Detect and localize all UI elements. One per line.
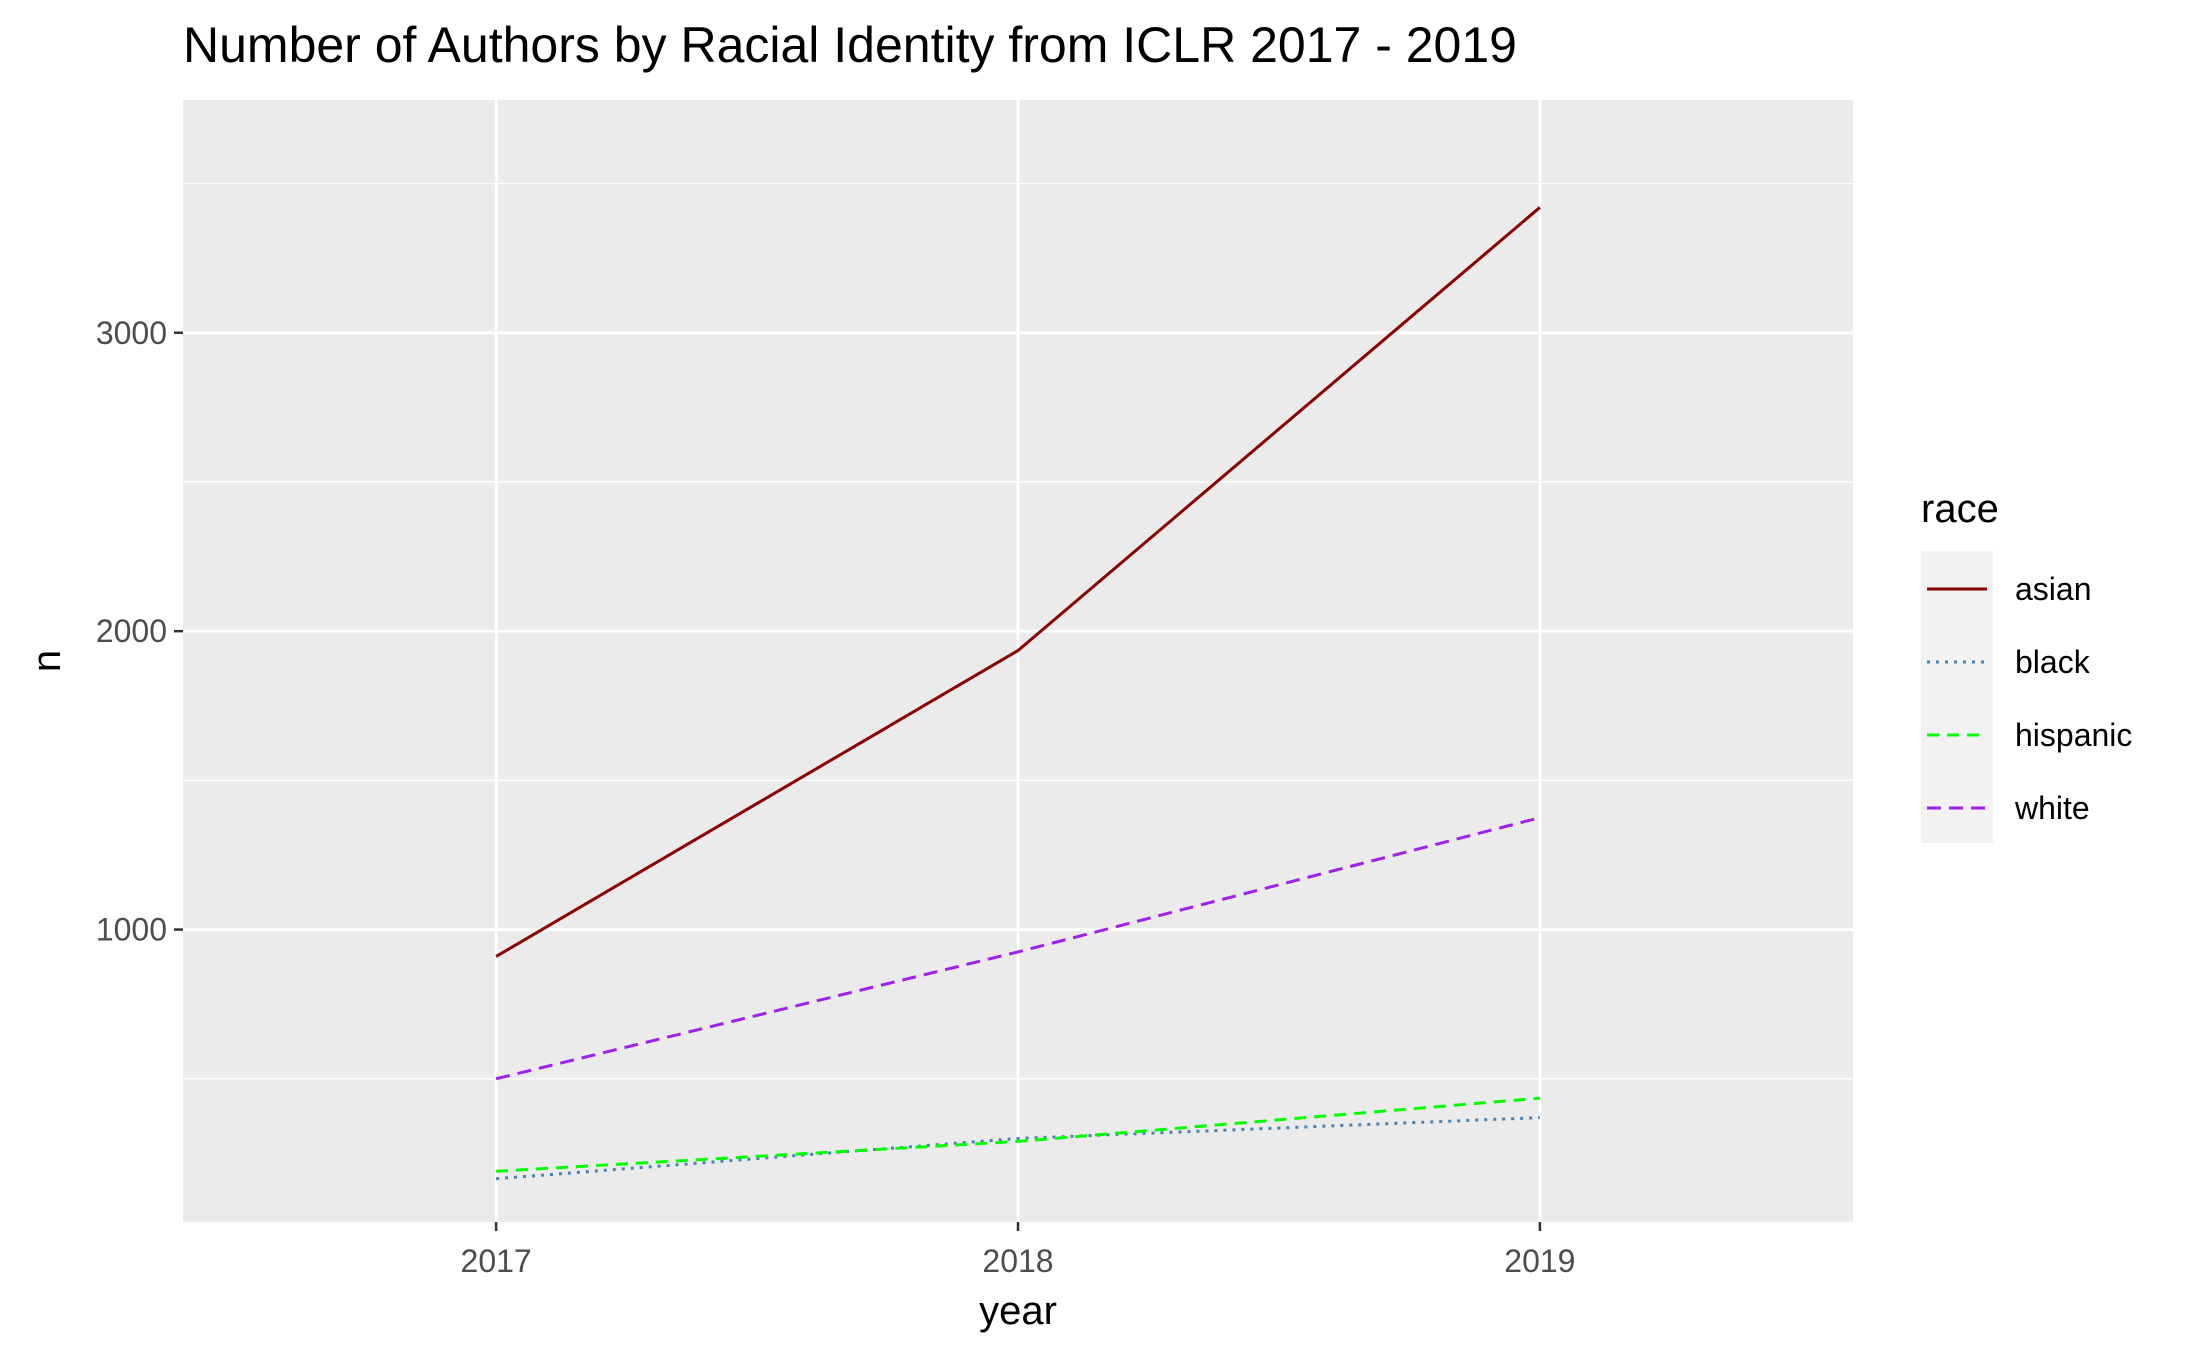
y-axis: 1000 2000 3000 [96,315,183,948]
y-axis-title: n [25,650,69,672]
x-tick-label: 2019 [1504,1243,1575,1279]
x-axis: 2017 2018 2019 [461,1222,1575,1279]
legend-items: asian black hispanic white [1927,571,2132,826]
series-line-hispanic [496,1096,1540,1173]
y-tick-label: 3000 [96,315,167,351]
legend-label-white: white [2014,790,2090,826]
y-tick-label: 1000 [96,912,167,948]
series-line-white [495,816,1541,1081]
legend-label-black: black [2015,644,2091,680]
legend-label-asian: asian [2015,571,2092,607]
series-line-asian [495,206,1541,958]
x-axis-title: year [979,1289,1057,1333]
y-tick-label: 2000 [96,613,167,649]
major-gridlines [183,100,1853,1222]
series-line-black [496,1116,1540,1181]
legend-label-hispanic: hispanic [2015,717,2132,753]
legend-title: race [1921,487,1999,531]
legend: race asian black hispanic white [1921,487,2132,843]
x-tick-label: 2017 [461,1243,532,1279]
chart-title: Number of Authors by Racial Identity fro… [183,17,1517,73]
x-tick-label: 2018 [982,1243,1053,1279]
series-lines [495,206,1541,1181]
legend-key-background [1921,551,1993,843]
